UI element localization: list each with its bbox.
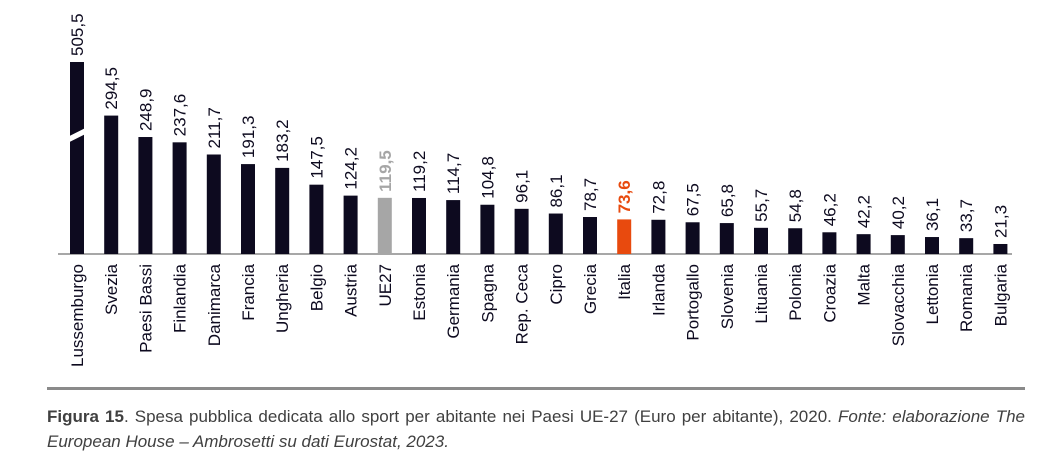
category-label-cipro: Cipro xyxy=(547,264,566,305)
value-label-lussemburgo: 505,5 xyxy=(68,13,87,56)
category-label-lussemburgo: Lussemburgo xyxy=(68,264,87,367)
axis-break-mark xyxy=(65,126,89,145)
bar-francia xyxy=(241,164,255,254)
category-label-austria: Austria xyxy=(342,263,361,316)
value-label-lituania: 55,7 xyxy=(752,189,771,222)
value-label-croazia: 46,2 xyxy=(820,193,839,226)
value-label-estonia: 119,2 xyxy=(410,151,429,192)
bar-ue27 xyxy=(377,197,392,254)
category-label-paesi-bassi: Paesi Bassi xyxy=(136,264,155,353)
bar-estonia xyxy=(412,197,426,254)
value-label-slovenia: 65,8 xyxy=(718,184,737,217)
bar-lettonia xyxy=(925,237,939,254)
bars-group: 505,5 Lussemburgo 294,5 Svezia 248,9 Paesi Ba… xyxy=(65,13,1010,367)
category-label-germania: Germania xyxy=(444,263,463,338)
bar-lituania xyxy=(754,227,768,254)
value-label-belgio: 147,5 xyxy=(307,136,326,179)
value-label-danimarca: 211,7 xyxy=(205,107,224,148)
bar-ungheria xyxy=(275,167,290,254)
bar-svezia xyxy=(104,115,119,255)
category-label-spagna: Spagna xyxy=(478,263,497,322)
value-label-cipro: 86,1 xyxy=(547,174,566,207)
value-label-ungheria: 183,2 xyxy=(273,119,292,162)
category-label-ungheria: Ungheria xyxy=(273,263,292,333)
bar-bulgaria xyxy=(993,243,1008,254)
category-label-grecia: Grecia xyxy=(581,263,600,314)
bar-rep-ceca xyxy=(514,208,529,254)
category-label-slovacchia: Slovacchia xyxy=(889,263,908,346)
bar-romania xyxy=(959,238,974,254)
value-label-ue27: 119,5 xyxy=(376,150,395,192)
bar-croazia xyxy=(822,232,837,254)
value-label-irlanda: 72,8 xyxy=(649,181,668,214)
bar-lussemburgo xyxy=(70,62,84,254)
bar-cipro xyxy=(548,213,563,254)
category-label-croazia: Croazia xyxy=(820,263,839,322)
source-text: elaborazione The European House – Ambros… xyxy=(47,407,1025,451)
bar-austria xyxy=(343,195,358,254)
value-label-germania: 114,7 xyxy=(444,153,463,194)
bar-slovenia xyxy=(719,223,734,254)
value-label-paesi-bassi: 248,9 xyxy=(136,88,155,131)
category-label-bulgaria: Bulgaria xyxy=(991,263,1010,326)
category-label-svezia: Svezia xyxy=(102,263,121,315)
caption-text: . Spesa pubblica dedicata allo sport per… xyxy=(123,407,838,426)
value-label-francia: 191,3 xyxy=(239,116,258,159)
value-label-italia: 73,6 xyxy=(615,180,634,213)
bar-portogallo xyxy=(685,222,700,254)
bar-paesi-bassi xyxy=(138,137,153,254)
category-label-danimarca: Danimarca xyxy=(205,263,224,346)
category-label-rep-ceca: Rep. Ceca xyxy=(513,263,532,344)
category-label-polonia: Polonia xyxy=(786,263,805,320)
value-label-lettonia: 36,1 xyxy=(923,198,942,231)
category-label-francia: Francia xyxy=(239,263,258,320)
source-label: Fonte: xyxy=(837,407,887,426)
category-label-slovenia: Slovenia xyxy=(718,263,737,329)
bar-grecia xyxy=(583,217,597,254)
category-label-lettonia: Lettonia xyxy=(923,263,942,324)
category-label-belgio: Belgio xyxy=(307,264,326,311)
bar-malta xyxy=(856,234,871,254)
value-label-polonia: 54,8 xyxy=(786,189,805,222)
value-label-grecia: 78,7 xyxy=(581,178,600,211)
category-label-estonia: Estonia xyxy=(410,263,429,320)
category-label-italia: Italia xyxy=(615,263,634,299)
category-label-finlandia: Finlandia xyxy=(171,263,190,333)
value-label-romania: 33,7 xyxy=(957,199,976,232)
value-label-slovacchia: 40,2 xyxy=(889,196,908,229)
category-label-ue27: UE27 xyxy=(376,264,395,307)
value-label-malta: 42,2 xyxy=(855,195,874,228)
value-label-svezia: 294,5 xyxy=(102,67,121,110)
category-label-romania: Romania xyxy=(957,263,976,332)
category-label-lituania: Lituania xyxy=(752,263,771,323)
value-label-bulgaria: 21,3 xyxy=(991,205,1010,238)
value-label-finlandia: 237,6 xyxy=(171,94,190,137)
figure-caption: Figura 15. Spesa pubblica dedicata allo … xyxy=(47,404,1025,454)
category-label-irlanda: Irlanda xyxy=(649,263,668,316)
bar-italia xyxy=(617,219,632,254)
bar-finlandia xyxy=(172,142,187,254)
value-label-austria: 124,2 xyxy=(342,147,361,190)
value-label-spagna: 104,8 xyxy=(478,156,497,199)
bar-belgio xyxy=(309,184,324,254)
bar-polonia xyxy=(788,228,803,254)
category-label-portogallo: Portogallo xyxy=(684,264,703,341)
bar-slovacchia xyxy=(890,235,905,254)
caption-divider xyxy=(47,387,1025,390)
bar-danimarca xyxy=(206,154,221,254)
bar-irlanda xyxy=(651,219,666,254)
figure-label: Figura 15 xyxy=(47,407,124,426)
value-label-rep-ceca: 96,1 xyxy=(513,170,532,203)
bar-spagna xyxy=(480,204,495,254)
category-label-malta: Malta xyxy=(855,263,874,305)
value-label-portogallo: 67,5 xyxy=(684,183,703,216)
bar-germania xyxy=(446,200,461,254)
bar-chart: 505,5 Lussemburgo 294,5 Svezia 248,9 Paesi Ba… xyxy=(58,13,1012,367)
